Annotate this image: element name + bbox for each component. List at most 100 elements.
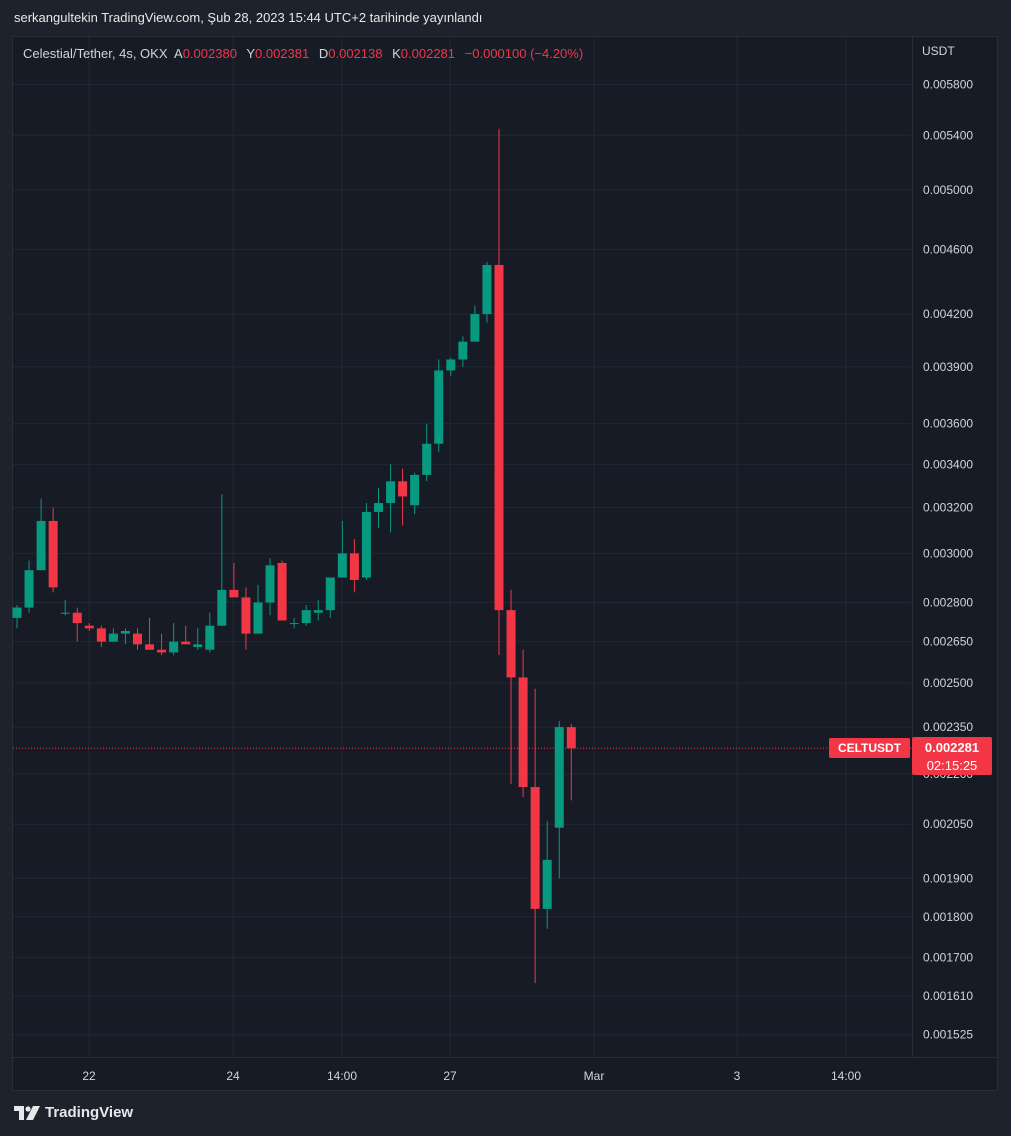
price-axis-ticks: 0.005800 0.005400 0.005000 0.004600 0.004200…	[923, 77, 973, 1041]
candle	[410, 472, 420, 515]
candle-body	[193, 644, 203, 648]
grid-lines	[13, 37, 911, 1056]
candle-body	[72, 612, 82, 624]
currency-label[interactable]: USDT	[922, 44, 955, 58]
candle-body	[374, 503, 383, 512]
candle-body	[542, 859, 552, 909]
candle	[145, 617, 155, 650]
price-tick-label: 0.002050	[923, 817, 973, 831]
tradingview-logo[interactable]: TradingView	[14, 1104, 133, 1121]
candle	[60, 599, 70, 616]
candle	[72, 607, 82, 642]
candle	[542, 820, 552, 929]
price-tick-label: 0.002500	[923, 676, 973, 690]
price-tick-label: 0.001610	[923, 989, 973, 1003]
time-tick-label: 27	[443, 1069, 457, 1083]
candle-body	[253, 602, 263, 634]
price-tick-label: 0.002800	[923, 595, 973, 609]
candle	[241, 587, 251, 650]
candle-body	[36, 520, 46, 571]
low-value: 0.002138	[328, 46, 383, 61]
candle	[530, 688, 540, 983]
candle	[229, 562, 239, 598]
candle-body	[554, 727, 564, 828]
price-tick-label: 0.003400	[923, 457, 973, 471]
candle	[313, 599, 323, 621]
candle-body	[181, 641, 191, 645]
price-tick-label: 0.001800	[923, 910, 973, 924]
candle	[36, 498, 46, 571]
candle-body	[518, 677, 528, 788]
candle-body	[470, 314, 480, 342]
candle-body	[386, 481, 396, 504]
candle-body	[566, 727, 576, 749]
candle	[169, 623, 179, 656]
tradingview-logo-text: TradingView	[45, 1104, 134, 1121]
candle-body	[506, 610, 516, 678]
price-tick-label: 0.001900	[923, 871, 973, 885]
candle	[120, 628, 130, 645]
candle	[446, 357, 456, 376]
candle-body	[434, 370, 444, 444]
candle-body	[494, 264, 504, 611]
candle	[325, 577, 335, 618]
candle-body	[410, 474, 420, 506]
candle	[349, 539, 359, 593]
price-tick-label: 0.005400	[923, 128, 973, 142]
tradingview-logo-icon	[14, 1105, 40, 1120]
candle	[157, 633, 167, 656]
candle-body	[145, 644, 155, 650]
candle	[386, 464, 396, 533]
price-tick-label: 0.004200	[923, 307, 973, 321]
candle-body	[157, 649, 167, 653]
candle-body	[313, 610, 323, 613]
close-label: K	[392, 46, 401, 61]
candle	[422, 423, 432, 482]
candle-body	[108, 633, 118, 642]
candle	[337, 520, 347, 578]
open-label: A	[174, 46, 183, 61]
price-axis-divider	[912, 37, 913, 1057]
candle	[566, 724, 576, 801]
price-tick-label: 0.003900	[923, 360, 973, 374]
candle-body	[133, 633, 142, 645]
publish-attribution: serkangultekin TradingView.com, Şub 28, …	[14, 10, 483, 25]
candle-body	[120, 630, 130, 634]
last-price-tag: 0.002281 02:15:25	[912, 737, 992, 775]
candle	[494, 128, 504, 656]
candle	[506, 589, 516, 784]
price-tick-label: 0.003600	[923, 417, 973, 431]
last-price-value: 0.002281	[924, 740, 980, 755]
candle-body	[205, 625, 215, 650]
candle	[458, 336, 468, 367]
candle	[482, 261, 492, 323]
low-label: D	[318, 46, 329, 61]
price-tick-label: 0.002650	[923, 635, 973, 649]
candle-body	[289, 623, 299, 625]
candle	[265, 558, 275, 616]
candle	[518, 649, 528, 798]
time-tick-label: Mar	[584, 1069, 605, 1083]
candle	[84, 623, 94, 631]
candle	[253, 584, 263, 634]
candle-body	[277, 562, 287, 621]
price-tick-label: 0.003200	[923, 500, 973, 514]
candle	[374, 487, 383, 528]
candle	[301, 605, 311, 626]
time-tick-label: 14:00	[327, 1069, 357, 1083]
candles	[12, 128, 576, 983]
symbol-label[interactable]: Celestial/Tether, 4s, OKX	[23, 46, 168, 61]
candle	[470, 305, 480, 342]
ohlc-legend: Celestial/Tether, 4s, OKX A0.002380 Y0.0…	[23, 46, 583, 61]
candle	[12, 605, 22, 629]
bar-countdown: 02:15:25	[926, 758, 978, 773]
candle-body	[325, 577, 335, 611]
candle-body	[217, 589, 227, 626]
candle	[48, 507, 58, 593]
candle-body	[60, 612, 70, 614]
candle	[289, 617, 299, 629]
time-axis-ticks: 22 24 14:00 27 Mar 3 14:00	[82, 1069, 861, 1083]
candle-body	[301, 610, 311, 624]
candle-body	[84, 625, 94, 629]
